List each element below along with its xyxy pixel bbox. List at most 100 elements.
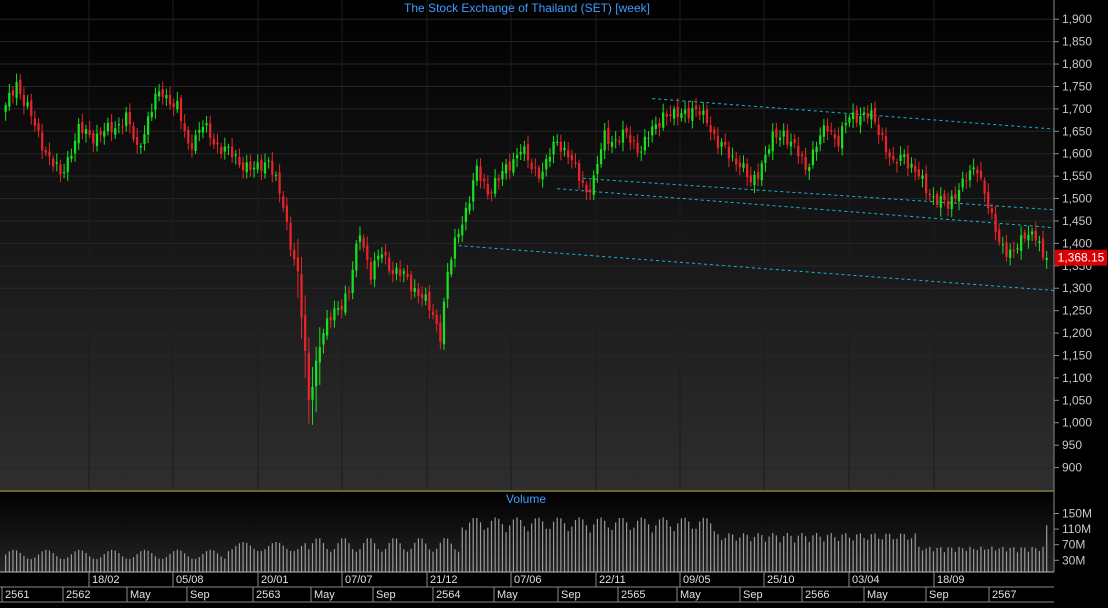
candle-body	[121, 126, 124, 128]
volume-bar	[271, 543, 273, 572]
volume-bar	[268, 546, 270, 572]
volume-bar	[991, 546, 993, 572]
candle-body	[797, 145, 800, 157]
candle-body	[592, 175, 595, 195]
candle-body	[62, 171, 66, 174]
candle-body	[987, 192, 990, 209]
volume-bar	[976, 550, 978, 572]
volume-bar	[403, 549, 405, 572]
time-label-upper: 05/08	[176, 574, 204, 586]
candle-body	[103, 131, 106, 137]
candle-body	[333, 308, 336, 321]
candle-body	[935, 193, 939, 206]
candle-body	[44, 150, 47, 153]
volume-bar	[878, 538, 880, 572]
candle-body	[808, 167, 811, 171]
candle-body	[921, 175, 924, 179]
candle-body	[848, 117, 851, 123]
candle-body	[358, 235, 362, 242]
candle-body	[395, 267, 398, 274]
volume-bar	[636, 520, 639, 572]
volume-bar	[516, 517, 518, 572]
volume-bar	[695, 528, 697, 572]
candle-body	[483, 178, 486, 182]
candle-body	[278, 172, 281, 194]
volume-bar	[355, 551, 357, 572]
volume-bar	[651, 532, 653, 572]
price-tick-label: 1,550	[1062, 169, 1092, 183]
volume-bar	[67, 557, 69, 572]
candle-body	[760, 163, 763, 181]
candle-body	[727, 146, 731, 159]
candle-body	[899, 154, 902, 161]
volume-bar	[100, 557, 102, 572]
candle-body	[4, 105, 7, 112]
volume-bar	[965, 550, 967, 572]
candle-body	[629, 135, 632, 143]
candle-body	[307, 352, 310, 401]
candle-body	[223, 146, 226, 152]
volume-bar	[563, 523, 566, 572]
candle-body	[128, 111, 131, 125]
candle-body	[731, 155, 734, 157]
price-tick-label: 1,700	[1062, 102, 1092, 116]
time-label-lower: 2567	[992, 589, 1016, 601]
candle-body	[409, 274, 413, 292]
volume-bar	[899, 533, 902, 572]
volume-bar	[604, 520, 606, 572]
candle-body	[596, 163, 599, 174]
volume-bar	[341, 538, 343, 572]
volume-bar	[728, 533, 730, 572]
candle-body	[662, 112, 665, 128]
candle-body	[315, 360, 318, 387]
volume-bar	[78, 549, 80, 572]
volume-bar	[724, 537, 726, 572]
volume-bar	[227, 551, 230, 572]
price-tick-label: 1,600	[1062, 147, 1092, 161]
candle-body	[735, 158, 738, 165]
volume-bar	[209, 549, 211, 572]
volume-bar	[896, 538, 898, 572]
candle-body	[139, 145, 142, 148]
candle-body	[994, 214, 997, 233]
candle-body	[541, 171, 544, 180]
volume-bar	[786, 533, 788, 572]
volume-bar	[249, 545, 251, 572]
candle-body	[705, 109, 709, 124]
candle-body	[972, 167, 975, 170]
candle-body	[881, 132, 884, 135]
candle-body	[793, 139, 796, 144]
candle-body	[786, 130, 789, 145]
volume-bar	[702, 517, 704, 572]
volume-bar	[615, 522, 617, 572]
candle-body	[497, 178, 500, 181]
candle-body	[1001, 244, 1004, 246]
candle-body	[179, 98, 183, 121]
volume-bar	[622, 517, 624, 572]
volume-bar	[980, 546, 982, 572]
price-tick-label: 1,150	[1062, 348, 1092, 362]
volume-bar	[48, 550, 51, 572]
volume-bar	[779, 542, 781, 572]
candle-body	[811, 149, 815, 165]
volume-bar	[742, 533, 745, 572]
candle-body	[380, 254, 384, 259]
volume-bar	[461, 527, 463, 572]
volume-bar	[417, 538, 420, 572]
volume-bar	[680, 518, 683, 572]
candle-body	[742, 163, 745, 168]
candle-body	[377, 255, 380, 260]
volume-tick-label: 70M	[1062, 538, 1085, 552]
volume-bar	[326, 549, 328, 572]
volume-bar	[264, 549, 266, 572]
volume-bar	[70, 554, 73, 572]
candle-body	[676, 106, 679, 117]
volume-bar	[815, 533, 818, 572]
volume-bar	[925, 548, 927, 572]
candle-body	[665, 113, 668, 117]
volume-bar	[688, 521, 690, 572]
candle-body	[862, 112, 866, 115]
candle-body	[355, 243, 358, 271]
volume-bar	[257, 550, 259, 572]
volume-bar	[973, 548, 975, 572]
